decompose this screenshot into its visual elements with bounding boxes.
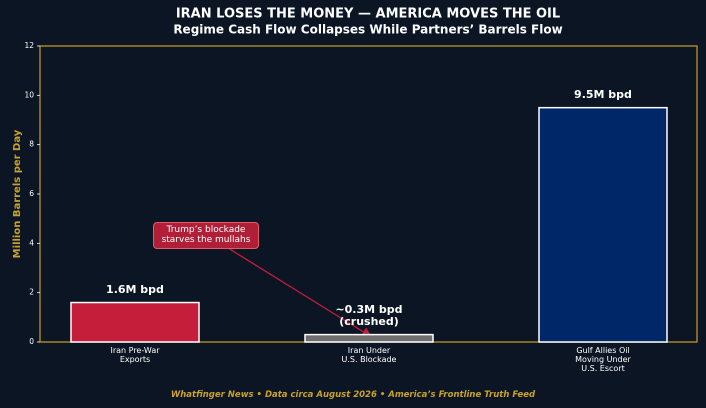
x-tick-label: Iran Pre-War Exports bbox=[110, 346, 160, 364]
y-tick-label: 2 bbox=[29, 288, 34, 297]
value-label: 9.5M bpd bbox=[574, 88, 632, 102]
value-label: ~0.3M bpd (crushed) bbox=[335, 302, 403, 328]
y-tick-label: 8 bbox=[29, 140, 34, 149]
x-tick-label: Gulf Allies Oil Moving Under U.S. Escort bbox=[575, 346, 631, 373]
value-label: 1.6M bpd bbox=[106, 283, 164, 297]
bar bbox=[304, 333, 434, 343]
bar bbox=[70, 301, 200, 343]
chart-subtitle: Regime Cash Flow Collapses While Partner… bbox=[173, 23, 562, 37]
annotation: Trump’s blockade starves the mullahs bbox=[153, 222, 259, 249]
bar bbox=[538, 106, 668, 343]
footer: Whatfinger News • Data circa August 2026… bbox=[170, 390, 536, 400]
x-tick-label: Iran Under U.S. Blockade bbox=[341, 346, 397, 364]
annotation-arrow bbox=[227, 247, 373, 338]
y-tick-label: 6 bbox=[29, 189, 34, 198]
y-tick-label: 12 bbox=[24, 41, 34, 50]
chart-title: IRAN LOSES THE MONEY — AMERICA MOVES THE… bbox=[176, 7, 560, 22]
y-axis-label: Million Barrels per Day bbox=[12, 129, 23, 258]
y-tick-label: 4 bbox=[29, 238, 34, 247]
y-tick-label: 10 bbox=[24, 90, 34, 99]
y-tick-label: 0 bbox=[29, 337, 34, 346]
